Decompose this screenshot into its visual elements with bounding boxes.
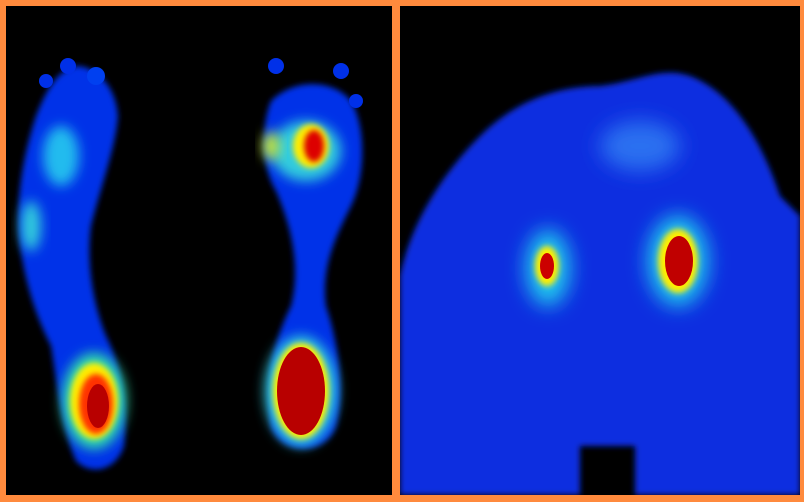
left-toe	[87, 67, 105, 85]
right-foot	[263, 58, 363, 449]
seat-pressure-heatmap	[400, 72, 800, 495]
right-toe	[349, 94, 363, 108]
right-heel-peak	[277, 347, 325, 435]
seat-pressure-panel	[400, 6, 800, 495]
right-ischial-peak	[665, 236, 693, 286]
right-toe	[333, 63, 349, 79]
left-ischial-peak	[540, 253, 554, 279]
right-toe	[268, 58, 284, 74]
seat-back-zone	[600, 121, 680, 171]
left-midfoot-zone	[21, 201, 41, 251]
foot-pressure-panel	[6, 6, 392, 495]
right-big-toe-zone	[263, 132, 279, 160]
left-heel-peak	[87, 384, 109, 428]
right-forefoot-peak	[304, 130, 324, 162]
left-toe	[39, 74, 53, 88]
left-forefoot-zone	[43, 126, 79, 186]
left-toe	[60, 58, 76, 74]
left-foot	[18, 58, 126, 470]
seat-contact-area	[400, 72, 800, 495]
foot-pressure-heatmap	[18, 58, 363, 470]
